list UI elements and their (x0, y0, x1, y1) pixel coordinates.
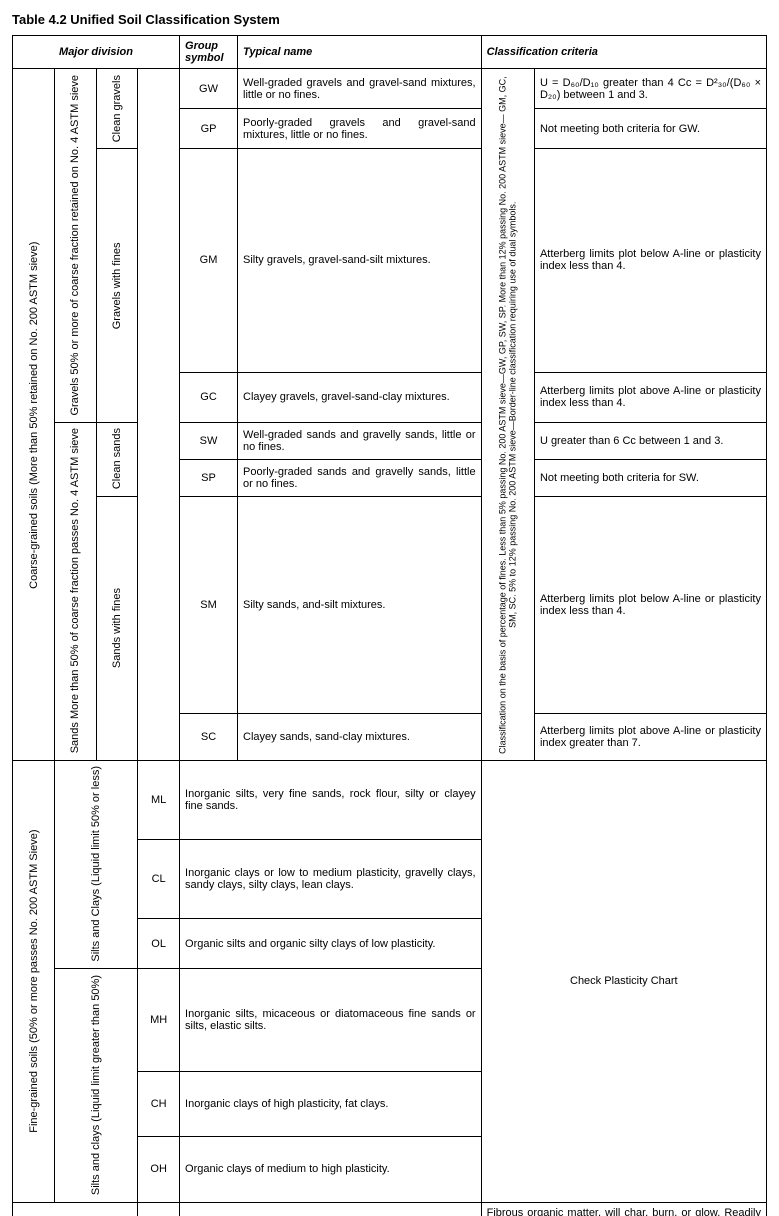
sands-label: Sands More than 50% of coarse fraction p… (54, 422, 96, 760)
sym-cl: CL (138, 839, 180, 918)
sym-gc: GC (180, 372, 238, 422)
sym-gm: GM (180, 149, 238, 372)
hdr-group: Group symbol (180, 36, 238, 69)
clean-sands: Clean sands (96, 422, 138, 496)
name-mh: Inorganic silts, micaceous or diatomaceo… (180, 969, 482, 1072)
row-gm: Gravels with fines GM Silty gravels, gra… (13, 149, 767, 372)
sym-gw: GW (180, 69, 238, 109)
gravels-label: Gravels 50% or more of coarse fraction r… (54, 69, 96, 423)
sym-gp: GP (180, 109, 238, 149)
coarse-crit-vert: Classification on the basis of percentag… (481, 69, 534, 761)
name-sc: Clayey sands, sand-clay mixtures. (238, 714, 482, 761)
header-row: Major division Group symbol Typical name… (13, 36, 767, 69)
name-ml: Inorganic silts, very fine sands, rock f… (180, 760, 482, 839)
name-sw: Well-graded sands and gravelly sands, li… (238, 422, 482, 459)
crit-sw: U greater than 6 Cc between 1 and 3. (534, 422, 766, 459)
sym-oh: OH (138, 1137, 180, 1202)
fine-criteria: Check Plasticity Chart (481, 760, 766, 1202)
name-gp: Poorly-graded gravels and gravel-sand mi… (238, 109, 482, 149)
crit-sm: Atterberg limits plot below A-line or pl… (534, 496, 766, 714)
table-title: Table 4.2 Unified Soil Classification Sy… (12, 12, 779, 27)
name-sp: Poorly-graded sands and gravelly sands, … (238, 459, 482, 496)
hdr-criteria: Classification criteria (481, 36, 766, 69)
fine-group1: Silts and Clays (Liquid limit 50% or les… (54, 760, 138, 969)
crit-gm: Atterberg limits plot below A-line or pl… (534, 149, 766, 372)
name-sm: Silty sands, and-silt mixtures. (238, 496, 482, 714)
fine-group2: Silts and clays (Liquid limit greater th… (54, 969, 138, 1202)
row-sw: Sands More than 50% of coarse fraction p… (13, 422, 767, 459)
row-sm: Sands with fines SM Silty sands, and-sil… (13, 496, 767, 714)
sym-mh: MH (138, 969, 180, 1072)
hdr-typical: Typical name (238, 36, 482, 69)
crit-sc: Atterberg limits plot above A-line or pl… (534, 714, 766, 761)
classification-table: Major division Group symbol Typical name… (12, 35, 767, 1216)
sym-sp: SP (180, 459, 238, 496)
crit-gc: Atterberg limits plot above A-line or pl… (534, 372, 766, 422)
sym-ch: CH (138, 1072, 180, 1137)
row-ml: Fine-grained soils (50% or more passes N… (13, 760, 767, 839)
crit-pt: Fibrous organic matter, will char, burn,… (481, 1202, 766, 1216)
sym-sm: SM (180, 496, 238, 714)
organic-label: Highly organic clays (13, 1202, 138, 1216)
name-ch: Inorganic clays of high plasticity, fat … (180, 1072, 482, 1137)
sym-sc: SC (180, 714, 238, 761)
gravels-fines: Gravels with fines (96, 149, 138, 422)
row-gw: Coarse-grained soils (More than 50% reta… (13, 69, 767, 109)
coarse-label: Coarse-grained soils (More than 50% reta… (13, 69, 55, 761)
crit-gp: Not meeting both criteria for GW. (534, 109, 766, 149)
sands-fines: Sands with fines (96, 496, 138, 760)
sym-ml: ML (138, 760, 180, 839)
name-cl: Inorganic clays or low to medium plastic… (180, 839, 482, 918)
sym-sw: SW (180, 422, 238, 459)
hdr-major: Major division (13, 36, 180, 69)
fine-label: Fine-grained soils (50% or more passes N… (13, 760, 55, 1202)
row-pt: Highly organic clays Pₜ Peat, muck and o… (13, 1202, 767, 1216)
sym-pt: Pₜ (138, 1202, 180, 1216)
name-pt: Peat, muck and other highly organic soil… (180, 1202, 482, 1216)
name-gw: Well-graded gravels and gravel-sand mixt… (238, 69, 482, 109)
sym-ol: OL (138, 919, 180, 969)
name-gm: Silty gravels, gravel-sand-silt mixtures… (238, 149, 482, 372)
name-oh: Organic clays of medium to high plastici… (180, 1137, 482, 1202)
name-gc: Clayey gravels, gravel-sand-clay mixture… (238, 372, 482, 422)
crit-sp: Not meeting both criteria for SW. (534, 459, 766, 496)
clean-gravels: Clean gravels (96, 69, 138, 149)
crit-gw: U = D₆₀/D₁₀ greater than 4 Cc = D²₃₀/(D₆… (534, 69, 766, 109)
name-ol: Organic silts and organic silty clays of… (180, 919, 482, 969)
